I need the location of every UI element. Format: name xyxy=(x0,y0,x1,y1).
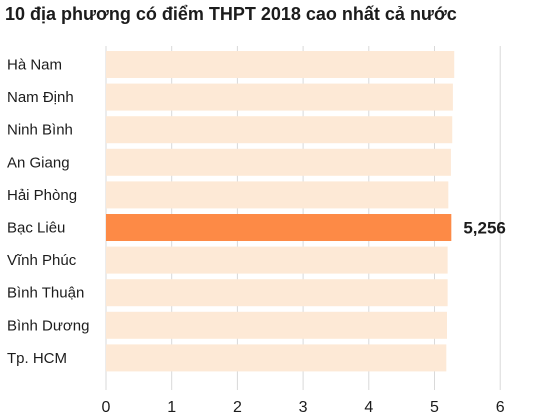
bar xyxy=(106,116,453,144)
category-label: Bình Thuận xyxy=(7,285,84,302)
category-label: Hải Phòng xyxy=(7,187,77,204)
category-label: Hà Nam xyxy=(7,57,62,74)
x-tick-label: 4 xyxy=(364,399,373,413)
chart-title: 10 địa phương có điểm THPT 2018 cao nhất… xyxy=(5,4,457,24)
category-label: Ninh Bình xyxy=(7,122,73,139)
bar xyxy=(106,246,448,274)
category-label: Tp. HCM xyxy=(7,350,67,367)
x-tick-label: 3 xyxy=(299,399,308,413)
bar xyxy=(106,181,449,209)
bar xyxy=(106,279,448,307)
category-label: Nam Định xyxy=(7,89,74,106)
bar xyxy=(106,148,451,176)
data-label: 5,256 xyxy=(463,219,506,238)
x-tick-label: 0 xyxy=(102,399,111,413)
category-label: Bình Dương xyxy=(7,317,89,334)
x-tick-label: 5 xyxy=(430,399,439,413)
category-label: Bạc Liêu xyxy=(7,220,65,237)
bar xyxy=(106,51,455,78)
bar xyxy=(106,311,447,339)
x-tick-label: 2 xyxy=(233,399,242,413)
bar xyxy=(106,344,447,372)
x-tick-label: 6 xyxy=(496,399,505,413)
bar-highlight xyxy=(106,214,452,241)
category-label: Vĩnh Phúc xyxy=(7,252,77,269)
x-tick-label: 1 xyxy=(167,399,176,413)
bar xyxy=(106,83,453,111)
category-label: An Giang xyxy=(7,154,70,171)
